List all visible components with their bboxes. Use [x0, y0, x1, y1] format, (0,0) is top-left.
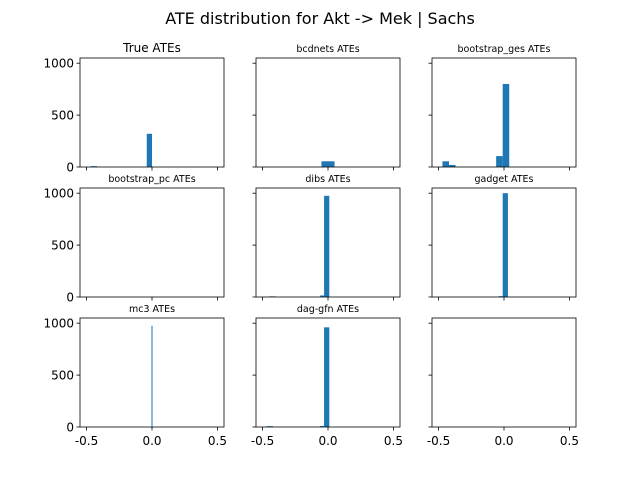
x-tick-label: 0.0	[142, 434, 161, 448]
panel: mc3 ATEs 0 500 1000 -0.5 0.0 0.5	[43, 304, 227, 448]
histogram-bar	[502, 83, 510, 167]
panel-title: gadget ATEs	[474, 174, 533, 185]
panel-title: bootstrap_ges ATEs	[458, 44, 551, 55]
x-tick-label: 0.5	[560, 434, 579, 448]
x-tick-label: -0.5	[251, 434, 274, 448]
panel-title: mc3 ATEs	[129, 304, 175, 315]
panel-title: dibs ATEs	[305, 174, 350, 185]
x-tick-label: -0.5	[75, 434, 98, 448]
panel: gadget ATEs	[428, 174, 577, 301]
panel: bcdnets ATEs	[252, 44, 401, 171]
panel-title: True ATEs	[122, 41, 181, 55]
y-tick-label: 1000	[43, 57, 74, 71]
histogram-bar	[502, 193, 508, 297]
y-tick-label: 500	[51, 369, 74, 383]
panel: dag-gfn ATEs -0.5 0.0 0.5	[251, 304, 403, 448]
y-tick-label: 1000	[43, 187, 74, 201]
histogram-bar	[324, 195, 330, 297]
x-tick-label: 0.0	[494, 434, 513, 448]
y-tick-label: 500	[51, 239, 74, 253]
axes-frame	[431, 317, 577, 428]
panel: bootstrap_pc ATEs 0 500 1000	[43, 174, 225, 305]
x-tick-label: 0.0	[318, 434, 337, 448]
histogram-bar	[498, 296, 503, 297]
figure-title: ATE distribution for Akt -> Mek | Sachs	[165, 9, 475, 28]
histogram-bar	[146, 133, 152, 167]
panel: True ATEs 0 500 1000	[43, 41, 225, 175]
histogram-bar	[90, 166, 98, 167]
y-tick-label: 0	[66, 291, 74, 305]
histogram-bar	[442, 161, 450, 167]
y-tick-label: 0	[66, 161, 74, 175]
histogram-bar	[266, 426, 274, 427]
y-tick-label: 0	[66, 421, 74, 435]
panel: bootstrap_ges ATEs	[428, 44, 577, 171]
panel-title: bootstrap_pc ATEs	[108, 174, 195, 185]
histogram-bar	[496, 156, 503, 167]
histogram-bar	[324, 327, 330, 427]
panel: dibs ATEs	[252, 174, 401, 301]
histogram-bar	[151, 325, 153, 427]
axes-frame	[255, 57, 401, 168]
x-tick-label: 0.5	[384, 434, 403, 448]
panel-title: bcdnets ATEs	[296, 44, 359, 55]
x-tick-label: 0.5	[208, 434, 227, 448]
histogram-bar	[449, 164, 456, 167]
panel: -0.5 0.0 0.5	[427, 317, 579, 448]
histogram-bar	[320, 295, 325, 297]
histogram-bar	[321, 161, 335, 167]
y-tick-label: 500	[51, 109, 74, 123]
panel-grid: True ATEs 0 500 1000 bcdnets ATEs bootstrap_g…	[43, 41, 579, 448]
axes-frame	[79, 187, 225, 298]
y-tick-label: 1000	[43, 317, 74, 331]
histogram-bar	[320, 425, 325, 427]
panel-title: dag-gfn ATEs	[297, 304, 359, 315]
x-tick-label: -0.5	[427, 434, 450, 448]
